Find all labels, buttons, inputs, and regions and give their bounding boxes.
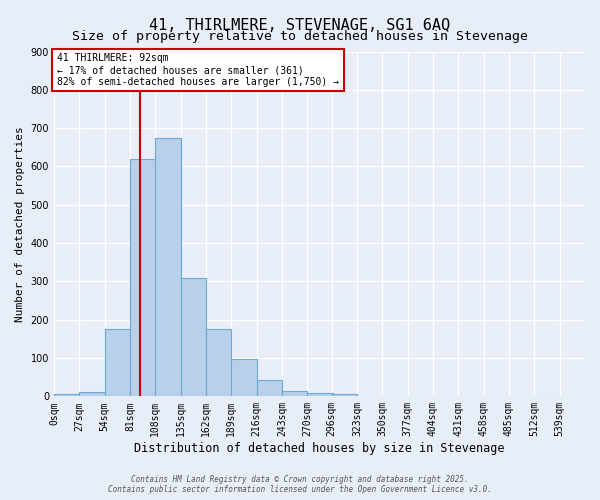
Bar (206, 330, 231, 396)
Y-axis label: Number of detached properties: Number of detached properties (15, 126, 25, 322)
Bar (130, 159, 155, 396)
Text: 41, THIRLMERE, STEVENAGE, SG1 6AQ: 41, THIRLMERE, STEVENAGE, SG1 6AQ (149, 18, 451, 32)
Text: Contains HM Land Registry data © Crown copyright and database right 2025.
Contai: Contains HM Land Registry data © Crown c… (108, 474, 492, 494)
Text: 41 THIRLMERE: 92sqm
← 17% of detached houses are smaller (361)
82% of semi-detac: 41 THIRLMERE: 92sqm ← 17% of detached ho… (57, 54, 339, 86)
Text: Size of property relative to detached houses in Stevenage: Size of property relative to detached ho… (72, 30, 528, 43)
Bar (257, 380, 282, 396)
Bar (155, 138, 181, 396)
Bar (282, 390, 307, 396)
Bar (54, 394, 79, 396)
Bar (231, 359, 257, 397)
Bar (79, 392, 104, 396)
Bar (104, 330, 130, 396)
Bar (307, 392, 332, 396)
Bar (181, 278, 206, 396)
Bar (332, 394, 357, 396)
X-axis label: Distribution of detached houses by size in Stevenage: Distribution of detached houses by size … (134, 442, 505, 455)
